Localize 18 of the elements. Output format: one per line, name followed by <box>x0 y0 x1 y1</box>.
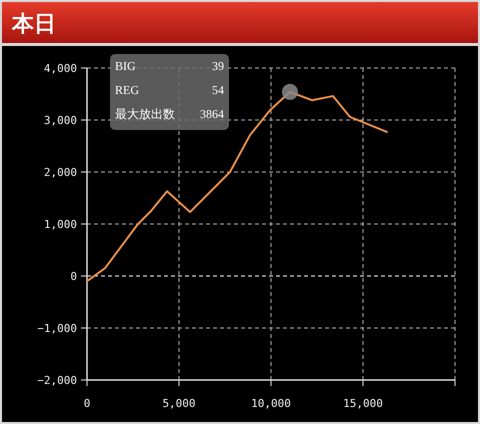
x-tick-label: 0 <box>84 397 90 410</box>
annotation: REG <box>115 83 140 97</box>
y-tick-label: 1,000 <box>44 218 77 231</box>
x-tick-label: 10,000 <box>251 397 291 410</box>
y-tick-label: 3,000 <box>44 114 77 127</box>
y-tick-label: 4,000 <box>44 62 77 75</box>
annotation: 最大放出数 <box>115 107 175 121</box>
x-tick-label: 15,000 <box>343 397 383 410</box>
y-tick-label: 0 <box>70 270 77 283</box>
chart-title: 本日 <box>11 11 56 36</box>
annotation: BIG <box>115 59 136 73</box>
x-tick-label: 5,000 <box>162 397 196 410</box>
y-tick-label: 2,000 <box>44 166 77 179</box>
annotation: 39 <box>212 59 224 73</box>
y-tick-label: −1,000 <box>37 322 77 335</box>
annotation: 3864 <box>200 107 224 121</box>
y-tick-label: −2,000 <box>37 374 77 387</box>
annotation: 54 <box>212 83 224 97</box>
